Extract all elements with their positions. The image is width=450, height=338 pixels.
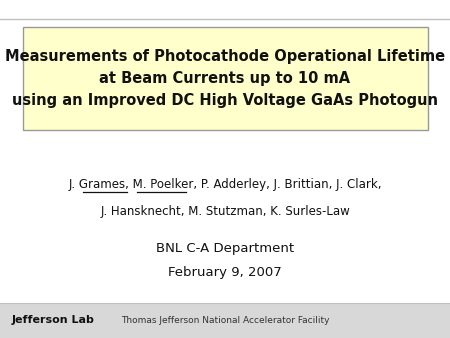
Text: BNL C-A Department: BNL C-A Department [156, 242, 294, 255]
Text: Measurements of Photocathode Operational Lifetime
at Beam Currents up to 10 mA
u: Measurements of Photocathode Operational… [5, 49, 445, 108]
Text: J. Hansknecht, M. Stutzman, K. Surles-Law: J. Hansknecht, M. Stutzman, K. Surles-La… [100, 205, 350, 218]
Text: J. Grames, M. Poelker, P. Adderley, J. Brittian, J. Clark,: J. Grames, M. Poelker, P. Adderley, J. B… [68, 178, 382, 191]
Text: Jefferson Lab: Jefferson Lab [11, 315, 94, 325]
Text: Thomas Jefferson National Accelerator Facility: Thomas Jefferson National Accelerator Fa… [121, 316, 329, 325]
Bar [0, 303, 450, 338]
Text: February 9, 2007: February 9, 2007 [168, 266, 282, 279]
FancyBboxPatch shape [22, 27, 427, 130]
